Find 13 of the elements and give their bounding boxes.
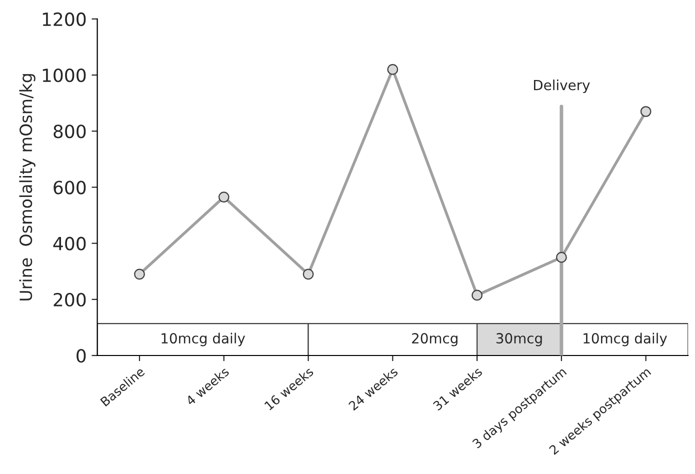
y-tick-label: 600: [54, 180, 86, 194]
y-tick-label: 1000: [42, 68, 86, 82]
band-label: 30mcg: [496, 333, 542, 346]
ref-line-label: Delivery: [534, 80, 590, 93]
y-axis-title: Urine Osmolality mOsm/kg: [19, 74, 36, 300]
y-tick-label: 0: [76, 348, 86, 363]
y-tick-label: 800: [54, 124, 86, 138]
y-tick-label: 400: [53, 236, 86, 250]
band-label: 20mcg: [412, 333, 458, 346]
y-tick-label: 200: [54, 292, 86, 307]
y-tick-label: 1200: [42, 12, 86, 26]
band-label: 10mcg daily: [584, 332, 668, 346]
band-label: 10mcg daily: [162, 332, 246, 346]
